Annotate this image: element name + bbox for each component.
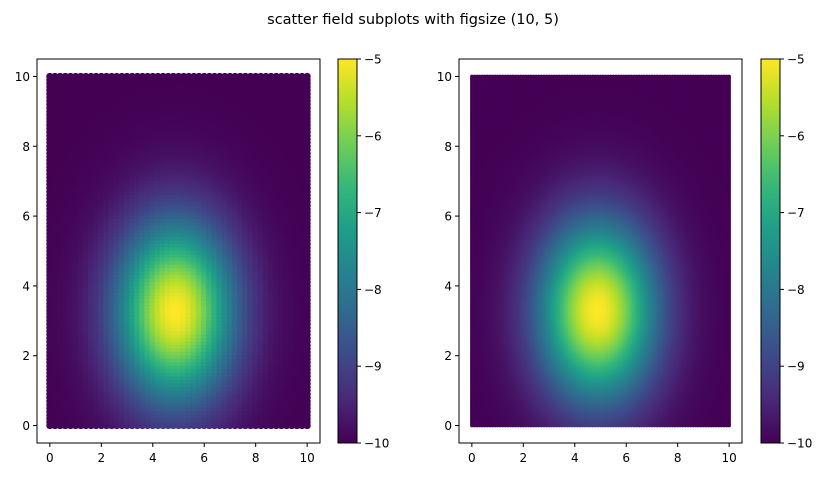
figure-title: scatter field subplots with figsize (10,… xyxy=(267,12,559,28)
scatter-points-left xyxy=(46,73,310,429)
